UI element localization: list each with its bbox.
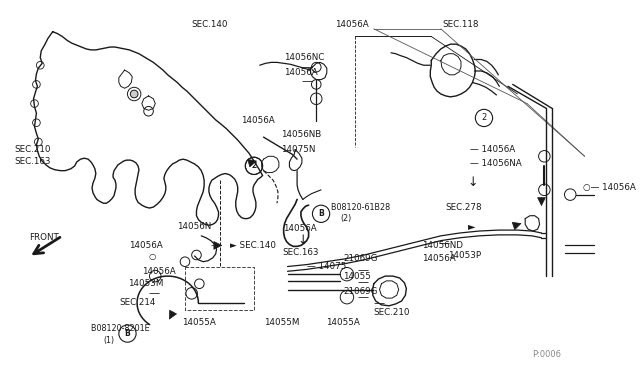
Text: 21069G: 21069G: [343, 287, 378, 296]
Text: 21069G: 21069G: [343, 254, 378, 263]
Text: (2): (2): [340, 214, 351, 223]
Text: 14056A: 14056A: [422, 254, 456, 263]
Text: SEC.163: SEC.163: [14, 157, 51, 166]
Text: —: —: [358, 265, 369, 275]
Text: —: —: [358, 277, 369, 287]
Text: 14056ND: 14056ND: [422, 241, 463, 250]
Text: — 14056NA: — 14056NA: [470, 160, 522, 169]
Text: —: —: [439, 238, 450, 248]
Text: —: —: [302, 77, 313, 87]
Text: 2: 2: [252, 161, 257, 170]
Text: SEC.210: SEC.210: [374, 308, 410, 317]
Text: —: —: [148, 288, 159, 298]
Text: ↓: ↓: [468, 176, 478, 189]
Text: 14056A: 14056A: [284, 68, 317, 77]
Text: 2: 2: [252, 161, 257, 170]
Text: 14056A: 14056A: [142, 267, 175, 276]
Text: (1): (1): [104, 336, 115, 345]
Text: — 14075: — 14075: [307, 262, 346, 271]
Text: 14075N: 14075N: [281, 145, 315, 154]
Text: SEC.163: SEC.163: [283, 248, 319, 257]
Text: ○— 14056A: ○— 14056A: [582, 183, 636, 192]
Text: B​08120-61B28: B​08120-61B28: [331, 203, 390, 212]
Text: 14056NC: 14056NC: [284, 53, 324, 62]
Text: ○: ○: [148, 253, 156, 262]
Text: B: B: [318, 209, 324, 218]
Text: 14056A: 14056A: [283, 224, 316, 232]
Text: 14056NB: 14056NB: [281, 130, 321, 139]
Text: SEC.140: SEC.140: [191, 20, 228, 29]
Text: 14056A: 14056A: [129, 241, 163, 250]
Text: 14056A: 14056A: [335, 20, 369, 29]
Text: SEC.118: SEC.118: [443, 20, 479, 29]
Text: 14055A: 14055A: [182, 318, 216, 327]
Text: —: —: [358, 292, 369, 302]
Text: 14053P: 14053P: [449, 250, 482, 260]
Text: 14055M: 14055M: [264, 318, 299, 327]
Text: 14055: 14055: [343, 272, 371, 280]
Text: — 14056A: — 14056A: [470, 145, 515, 154]
Text: B​08120-8201E: B​08120-8201E: [91, 324, 150, 333]
Text: P:0006: P:0006: [532, 350, 561, 359]
Text: 2: 2: [481, 113, 486, 122]
Text: SEC.214: SEC.214: [120, 298, 156, 307]
Text: ↓: ↓: [297, 234, 308, 247]
Text: 14056N: 14056N: [177, 222, 212, 231]
Text: ►: ►: [468, 221, 475, 231]
Text: —: —: [302, 62, 313, 72]
Text: 14055A: 14055A: [326, 318, 360, 327]
Circle shape: [131, 90, 138, 98]
Text: 14053M: 14053M: [129, 279, 164, 288]
Text: B: B: [125, 329, 131, 338]
Text: SEC.210: SEC.210: [14, 145, 51, 154]
Text: ► SEC.140: ► SEC.140: [230, 241, 276, 250]
Text: SEC.278: SEC.278: [445, 203, 483, 212]
Bar: [185, 266, 254, 310]
Text: FRONT: FRONT: [29, 233, 59, 242]
Text: 14056A: 14056A: [241, 116, 275, 125]
Text: —: —: [374, 298, 385, 308]
